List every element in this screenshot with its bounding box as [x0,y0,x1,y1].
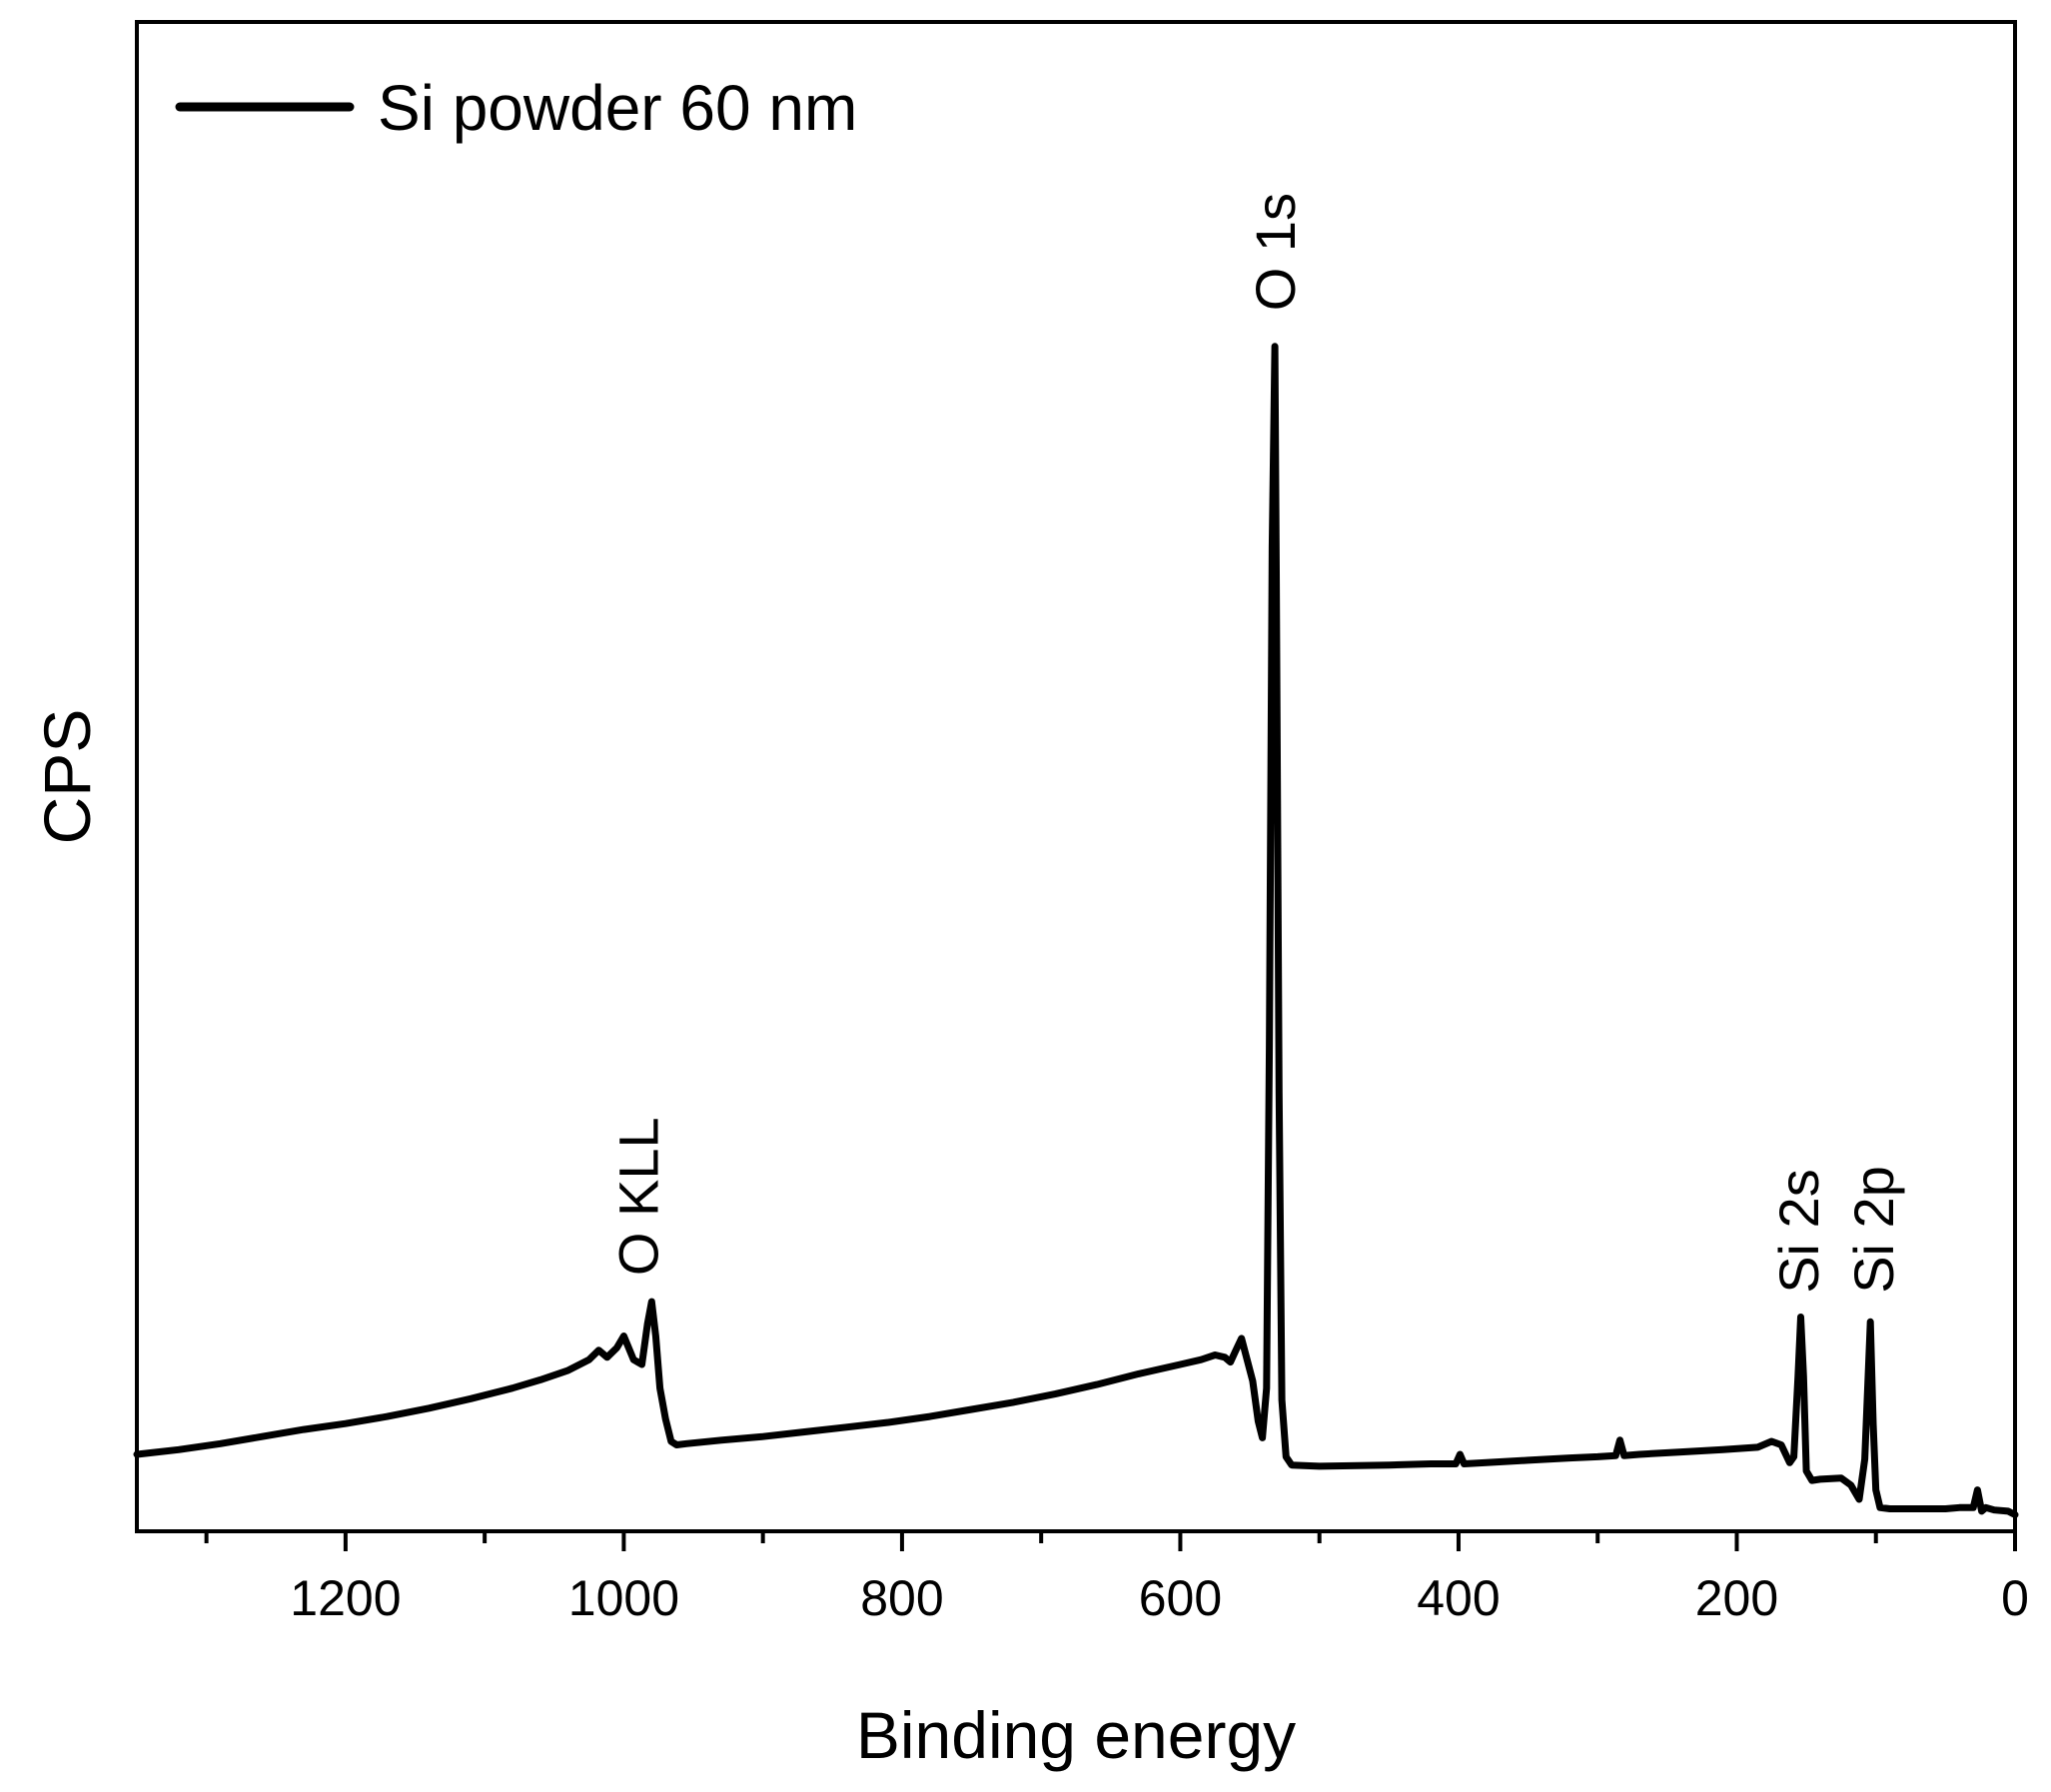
legend: Si powder 60 nm [175,72,857,144]
x-axis-tick-labels: 1200 1000 800 600 400 200 0 [290,1570,2029,1626]
x-axis-ticks [204,1531,2017,1551]
peak-label: Si 2s [1767,1169,1830,1294]
y-axis-title: CPS [30,709,104,845]
legend-label: Si powder 60 nm [378,72,857,144]
plot-frame [135,20,2017,1533]
x-tick-label: 800 [860,1570,943,1626]
x-tick-label: 400 [1417,1570,1500,1626]
x-tick-label: 200 [1695,1570,1778,1626]
peak-label: O KLL [606,1117,669,1276]
x-tick-label: 600 [1139,1570,1222,1626]
series-line-si-powder-60nm [133,343,2019,1518]
x-axis-title: Binding energy [856,1698,1296,1772]
peak-annotations: O KLL O 1s Si 2s Si 2p [606,193,1905,1294]
x-tick-label: 0 [2001,1570,2029,1626]
peak-label: O 1s [1244,193,1307,311]
x-tick-label: 1200 [290,1570,401,1626]
peak-label: Si 2p [1842,1166,1905,1294]
x-tick-label: 1000 [568,1570,679,1626]
